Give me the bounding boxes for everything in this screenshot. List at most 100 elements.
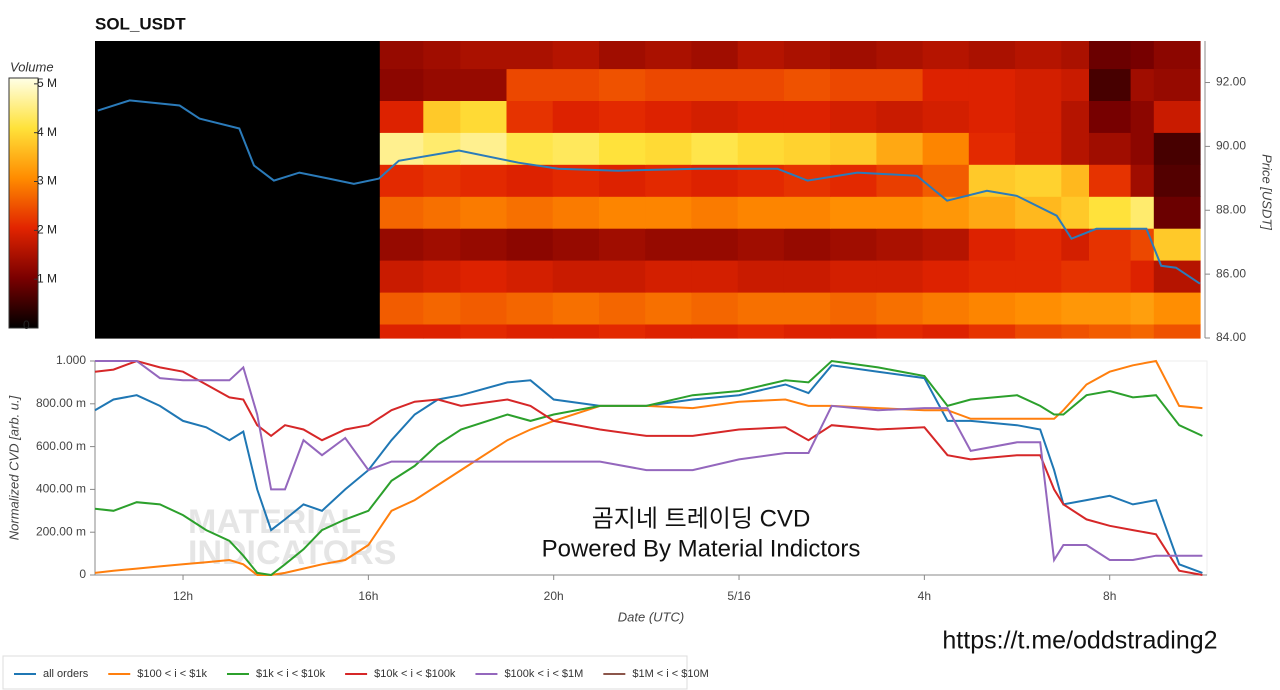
heatmap-cell xyxy=(379,41,424,70)
heatmap-cell xyxy=(506,164,554,197)
heatmap-cell xyxy=(1153,100,1201,133)
heatmap-cell xyxy=(876,323,924,339)
heatmap-cell xyxy=(379,292,424,325)
heatmap-cell xyxy=(968,100,1016,133)
heatmap-cell xyxy=(552,323,600,339)
heatmap-cell xyxy=(783,68,831,101)
heatmap-cell xyxy=(1153,132,1201,165)
heatmap-cell xyxy=(599,292,646,325)
url: https://t.me/oddstrading2 xyxy=(942,627,1217,655)
heatmap-cell xyxy=(1015,41,1062,70)
heatmap-cell xyxy=(691,68,739,101)
heatmap-cell xyxy=(783,100,831,133)
heatmap-cell xyxy=(1130,100,1155,133)
heatmap-cell xyxy=(922,260,970,293)
heatmap-cell xyxy=(876,196,924,229)
heatmap-cell xyxy=(1089,228,1132,261)
heatmap-cell xyxy=(645,196,692,229)
heatmap-cell xyxy=(423,260,461,293)
heatmap-cell xyxy=(95,196,381,229)
y-tick-label: 90.00 xyxy=(1216,139,1246,153)
heatmap-cell xyxy=(379,100,424,133)
heatmap-cell xyxy=(506,228,554,261)
heatmap-cell xyxy=(691,228,739,261)
heatmap-cell xyxy=(599,41,646,70)
heatmap-cell xyxy=(1153,228,1201,261)
heatmap-cell xyxy=(1089,196,1132,229)
x-tick-label: 20h xyxy=(544,589,564,603)
heatmap-cell xyxy=(379,196,424,229)
heatmap-cell xyxy=(645,132,692,165)
heatmap-cell xyxy=(423,41,461,70)
heatmap-cell xyxy=(460,68,508,101)
legend-label: $100 < i < $1k xyxy=(137,668,207,680)
heatmap-cell xyxy=(1130,41,1155,70)
heatmap-cell xyxy=(1153,292,1201,325)
heatmap-cell xyxy=(922,323,970,339)
heatmap-cell xyxy=(645,292,692,325)
heatmap-cell xyxy=(876,164,924,197)
heatmap-cell xyxy=(1130,323,1155,339)
y-tick-label: 600.00 m xyxy=(36,439,86,453)
legend-box xyxy=(2,655,688,690)
heatmap-cell xyxy=(379,68,424,101)
heatmap-cell xyxy=(830,132,877,165)
heatmap-cell xyxy=(423,323,461,339)
x-tick-label: 16h xyxy=(358,589,378,603)
heatmap-cell xyxy=(379,164,424,197)
heatmap-cell xyxy=(552,100,600,133)
heatmap-cell xyxy=(552,292,600,325)
heatmap-cell xyxy=(783,260,831,293)
y-tick-label: 92.00 xyxy=(1216,75,1246,89)
heatmap-cell xyxy=(95,41,381,70)
heatmap-cell xyxy=(1130,68,1155,101)
heatmap-cell xyxy=(423,292,461,325)
heatmap-cell xyxy=(379,323,424,339)
legend-label: $100k < i < $1M xyxy=(504,668,583,680)
legend-label: $1k < i < $10k xyxy=(256,668,326,680)
heatmap-cell xyxy=(691,132,739,165)
heatmap-cell xyxy=(645,323,692,339)
heatmap-cell xyxy=(552,68,600,101)
heatmap-cell xyxy=(1130,196,1155,229)
heatmap-cell xyxy=(737,164,785,197)
colorbar-tick-label: 1 M xyxy=(37,271,57,285)
heatmap-cell xyxy=(1130,164,1155,197)
heatmap-cell xyxy=(830,292,877,325)
heatmap-cell xyxy=(922,228,970,261)
legend-label: $10k < i < $100k xyxy=(374,668,456,680)
colorbar-tick-label: 5 M xyxy=(37,76,57,90)
heatmap-cell xyxy=(783,292,831,325)
heatmap-cell xyxy=(506,41,554,70)
heatmap-cell xyxy=(423,164,461,197)
heatmap-cell xyxy=(1153,196,1201,229)
heatmap-cell xyxy=(1153,68,1201,101)
heatmap-cell xyxy=(922,196,970,229)
heatmap-cell xyxy=(1015,292,1062,325)
cvd-line xyxy=(94,359,1203,576)
heatmap-cell xyxy=(691,41,739,70)
heatmap-cell xyxy=(1089,260,1132,293)
colorbar-tick-label: 3 M xyxy=(37,174,57,188)
y-tick-label: 200.00 m xyxy=(36,524,86,538)
heatmap-cell xyxy=(599,323,646,339)
heatmap-cell xyxy=(599,196,646,229)
heatmap-cell xyxy=(876,132,924,165)
heatmap-cell xyxy=(1061,132,1090,165)
heatmap-cell xyxy=(95,292,381,325)
heatmap-cell xyxy=(599,68,646,101)
watermark: INDICATORS xyxy=(188,534,396,572)
heatmap-cell xyxy=(1061,260,1090,293)
heatmap-cell xyxy=(830,196,877,229)
heatmap-cell xyxy=(460,228,508,261)
x-tick-label: 12h xyxy=(173,589,193,603)
heatmap-cell xyxy=(423,68,461,101)
heatmap-cell xyxy=(1061,100,1090,133)
heatmap-cell xyxy=(876,68,924,101)
heatmap-cell xyxy=(1153,164,1201,197)
heatmap-cell xyxy=(460,41,508,70)
heatmap-cell xyxy=(552,228,600,261)
heatmap-cell xyxy=(691,323,739,339)
heatmap-cell xyxy=(1061,68,1090,101)
heatmap-cell xyxy=(552,41,600,70)
